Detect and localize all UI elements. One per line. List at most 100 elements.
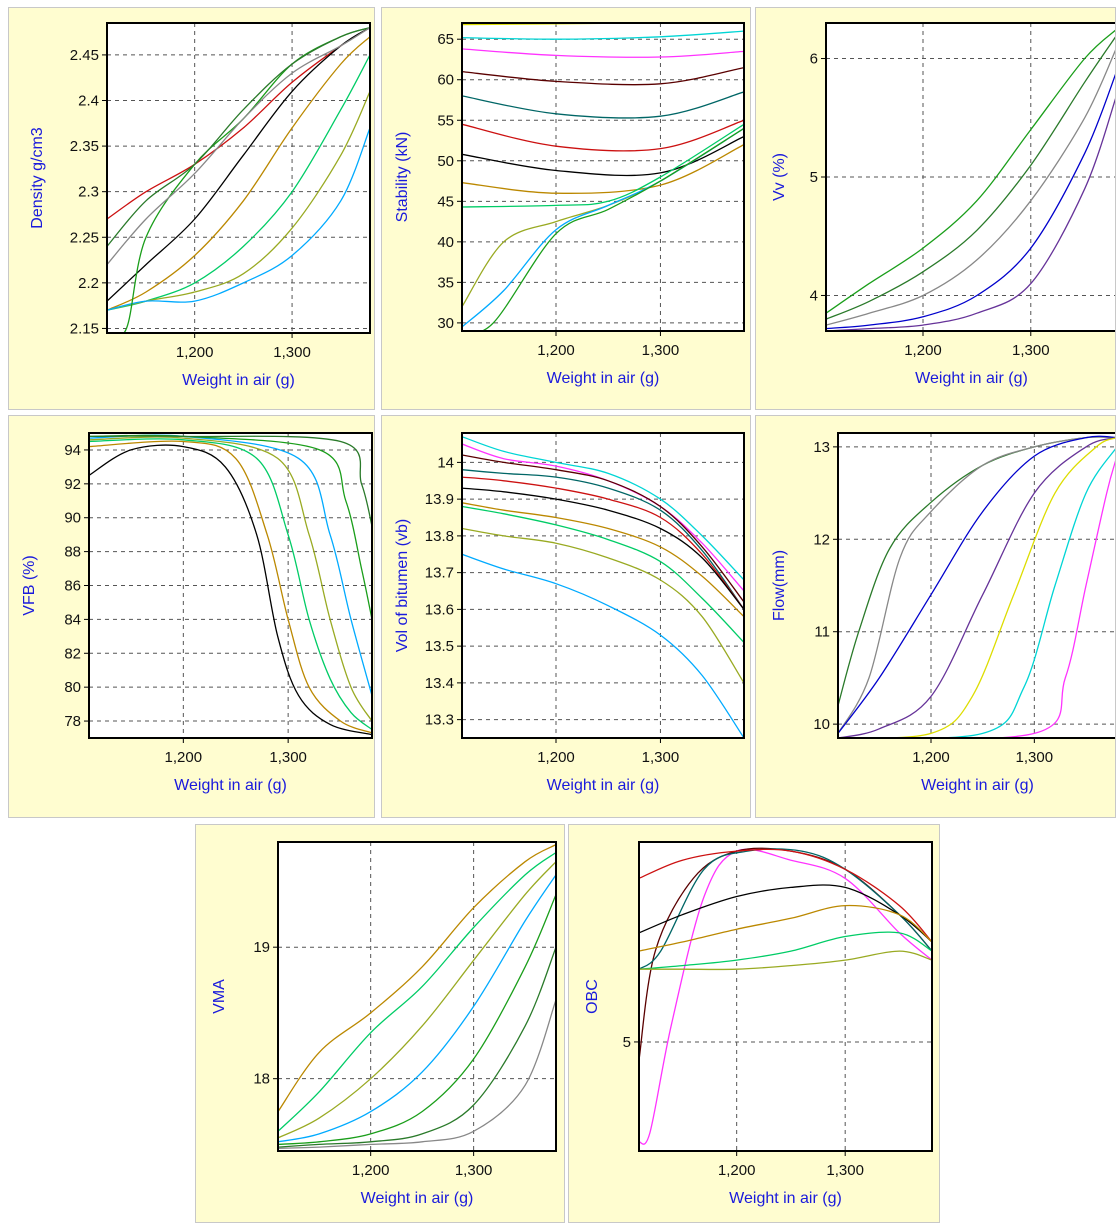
y-axis-label: Stability (kN) bbox=[394, 132, 411, 223]
x-axis-label: Weight in air (g) bbox=[921, 777, 1034, 794]
y-tick-label: 84 bbox=[64, 611, 81, 628]
series-line-4 bbox=[89, 436, 372, 722]
x-axis-label: Weight in air (g) bbox=[174, 777, 287, 794]
series-line-5 bbox=[462, 476, 744, 610]
x-tick-label: 1,300 bbox=[642, 342, 680, 359]
x-tick-label: 1,200 bbox=[718, 1162, 756, 1179]
y-tick-label: 5 bbox=[623, 1034, 631, 1051]
series-line-7 bbox=[639, 931, 932, 970]
y-tick-label: 92 bbox=[64, 476, 81, 493]
series-line-7 bbox=[462, 135, 744, 177]
chart-svg-obc: 1,200 1,300 5 Weight in air (g) OBC bbox=[584, 841, 933, 1207]
chart-svg-vb: 1,200 1,300 13.3 13.4 13.5 13.6 13.7 13.8 13.9 14… bbox=[394, 432, 745, 794]
x-tick-label: 1,300 bbox=[642, 749, 680, 766]
x-tick-label: 1,200 bbox=[912, 749, 950, 766]
y-tick-label: 13.3 bbox=[425, 712, 454, 729]
series-line-1 bbox=[826, 29, 1115, 314]
series-line-6 bbox=[107, 127, 370, 311]
series-line-8 bbox=[107, 26, 370, 247]
y-axis-label: OBC bbox=[584, 979, 601, 1014]
series-line-5 bbox=[826, 98, 1115, 331]
x-axis-label: Weight in air (g) bbox=[729, 1190, 842, 1207]
series-line-2 bbox=[838, 436, 1115, 734]
y-tick-label: 45 bbox=[437, 193, 454, 210]
plot-area bbox=[278, 842, 556, 1151]
series-line-3 bbox=[278, 861, 556, 1139]
y-tick-label: 88 bbox=[64, 544, 81, 561]
x-axis-label: Weight in air (g) bbox=[361, 1190, 474, 1207]
series-line-6 bbox=[639, 904, 932, 952]
y-tick-label: 13.7 bbox=[425, 565, 454, 582]
chart-svg-density: 1,200 1,300 2.15 2.2 2.25 2.3 2.35 2.4 2.45 Weigh… bbox=[29, 22, 371, 389]
y-tick-label: 55 bbox=[437, 112, 454, 129]
y-tick-label: 2.3 bbox=[78, 184, 99, 201]
y-tick-label: 14 bbox=[437, 454, 454, 471]
y-tick-label: 2.45 bbox=[70, 47, 99, 64]
chart-panel-obc: 1,200 1,300 5 Weight in air (g) OBC bbox=[568, 824, 940, 1223]
y-tick-label: 35 bbox=[437, 274, 454, 291]
y-tick-label: 4 bbox=[810, 287, 818, 304]
chart-svg-vma: 1,200 1,300 18 19 Weight in air (g) VMA bbox=[211, 841, 557, 1207]
y-tick-label: 2.2 bbox=[78, 275, 99, 292]
series-line-2 bbox=[278, 851, 556, 1132]
series-line-3 bbox=[462, 48, 744, 58]
y-tick-label: 60 bbox=[437, 72, 454, 89]
chart-panel-vfb: 1,200 1,300 78 80 82 84 86 88 90 92 94 Weight in ai… bbox=[8, 415, 375, 818]
series-line-1 bbox=[639, 848, 932, 1145]
chart-panel-stability: 1,200 1,300 30 35 40 45 50 55 60 65 Weight in air … bbox=[381, 7, 751, 410]
y-axis-label: Vv (%) bbox=[771, 153, 788, 201]
series-group bbox=[826, 29, 1115, 331]
y-tick-label: 78 bbox=[64, 713, 81, 730]
series-line-3 bbox=[107, 36, 370, 311]
series-line-3 bbox=[462, 454, 744, 603]
y-tick-label: 6 bbox=[810, 51, 818, 68]
series-line-8 bbox=[639, 950, 932, 971]
chart-svg-flow: 1,200 1,300 10 11 12 13 Weight in air (g) Flow(… bbox=[771, 432, 1115, 794]
y-tick-label: 10 bbox=[813, 716, 830, 733]
chart-svg-vv: 1,200 1,300 4 5 6 Weight in air (g) Vv (%) bbox=[771, 22, 1115, 387]
x-axis-label: Weight in air (g) bbox=[547, 370, 660, 387]
series-group bbox=[462, 436, 744, 738]
x-tick-label: 1,300 bbox=[1016, 749, 1054, 766]
x-tick-label: 1,300 bbox=[455, 1162, 493, 1179]
series-line-5 bbox=[462, 91, 744, 119]
y-tick-label: 12 bbox=[813, 531, 830, 548]
series-line-8 bbox=[462, 505, 744, 643]
series-line-4 bbox=[639, 848, 932, 943]
series-line-5 bbox=[838, 437, 1115, 738]
chart-svg-stability: 1,200 1,300 30 35 40 45 50 55 60 65 Weight in air … bbox=[394, 22, 745, 387]
series-line-4 bbox=[462, 469, 744, 610]
series-line-7 bbox=[838, 460, 1115, 738]
series-line-1 bbox=[462, 436, 744, 581]
series-line-3 bbox=[838, 435, 1115, 734]
y-tick-label: 65 bbox=[437, 31, 454, 48]
y-tick-label: 19 bbox=[253, 939, 270, 956]
y-tick-label: 50 bbox=[437, 153, 454, 170]
series-line-4 bbox=[826, 73, 1115, 330]
x-tick-label: 1,300 bbox=[1012, 342, 1050, 359]
plot-frame bbox=[106, 22, 371, 334]
y-axis-label: VFB (%) bbox=[21, 555, 38, 615]
series-group bbox=[89, 434, 372, 736]
plot-frame bbox=[461, 22, 745, 332]
x-tick-label: 1,300 bbox=[273, 344, 311, 361]
y-tick-label: 2.35 bbox=[70, 138, 99, 155]
chart-panel-vma: 1,200 1,300 18 19 Weight in air (g) VMA bbox=[195, 824, 565, 1223]
series-line-1 bbox=[278, 844, 556, 1112]
y-tick-label: 30 bbox=[437, 315, 454, 332]
y-tick-label: 2.15 bbox=[70, 320, 99, 337]
series-line-12 bbox=[462, 127, 744, 331]
x-tick-label: 1,200 bbox=[537, 749, 575, 766]
y-tick-label: 13.9 bbox=[425, 491, 454, 508]
series-line-6 bbox=[278, 946, 556, 1148]
series-line-7 bbox=[462, 502, 744, 618]
x-axis-label: Weight in air (g) bbox=[182, 372, 295, 389]
chart-panel-vb: 1,200 1,300 13.3 13.4 13.5 13.6 13.7 13.8 13.9 14… bbox=[381, 415, 751, 818]
x-axis-label: Weight in air (g) bbox=[915, 370, 1028, 387]
x-tick-label: 1,300 bbox=[269, 749, 307, 766]
x-tick-label: 1,200 bbox=[165, 749, 203, 766]
series-line-8 bbox=[462, 144, 744, 194]
y-tick-label: 13.8 bbox=[425, 528, 454, 545]
y-tick-label: 90 bbox=[64, 510, 81, 527]
y-tick-label: 13 bbox=[813, 439, 830, 456]
